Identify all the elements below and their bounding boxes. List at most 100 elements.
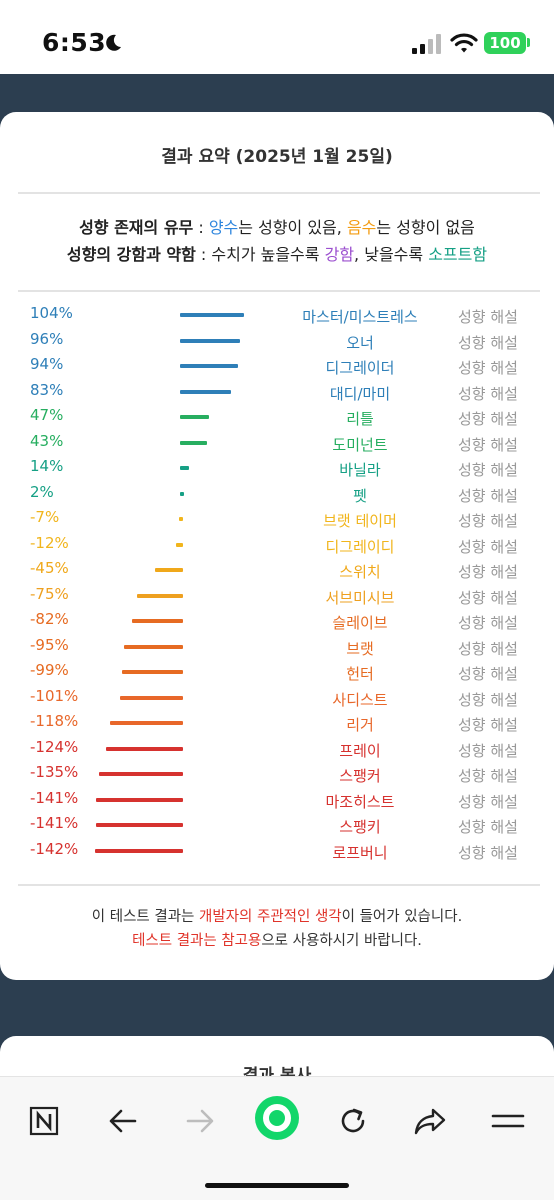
tendency-explanation-link[interactable]: 성향 해설 [458, 333, 518, 352]
tendency-bar [178, 517, 183, 521]
tendency-explanation-link[interactable]: 성향 해설 [458, 384, 518, 403]
tendency-type-link[interactable]: 슬레이브 [332, 614, 388, 632]
legend-presence-label: 성향 존재의 유무 [79, 218, 194, 237]
tendency-type-link[interactable]: 브랫 테이머 [323, 512, 397, 530]
tendency-explanation-link[interactable]: 성향 해설 [458, 537, 518, 556]
n-logo-icon[interactable] [22, 1099, 66, 1143]
tendency-row: -7% 브랫 테이머 성향 해설 [0, 506, 554, 532]
tendency-row: -141% 마조히스트 성향 해설 [0, 787, 554, 813]
tendency-type-link[interactable]: 리거 [346, 716, 374, 734]
tendency-bar [120, 695, 183, 700]
tendency-bar [95, 797, 183, 802]
tendency-type-link[interactable]: 오너 [346, 333, 374, 352]
tendency-explanation-link[interactable]: 성향 해설 [458, 843, 518, 862]
tendency-percent: -124% [30, 737, 79, 756]
legend-positive: 양수 [208, 218, 239, 237]
tendency-explanation-link[interactable]: 성향 해설 [458, 716, 518, 734]
battery-tip [527, 38, 530, 47]
legend-text: 는 성향이 있음, [238, 218, 347, 237]
tendency-bar [180, 338, 240, 343]
tendency-row: -118% 리거 성향 해설 [0, 710, 554, 736]
legend-soft: 소프트함 [428, 245, 488, 264]
note-text: 이 테스트 결과는 [91, 909, 200, 925]
tendency-explanation-link[interactable]: 성향 해설 [458, 639, 518, 658]
tendency-row: -95% 브랫 성향 해설 [0, 634, 554, 660]
legend-strength-label: 성향의 강함과 약함 [66, 245, 196, 264]
tendency-type-link[interactable]: 스팽키 [339, 818, 381, 836]
tendency-type-link[interactable]: 브랫 [346, 639, 374, 658]
tendency-row: -75% 서브미시브 성향 해설 [0, 583, 554, 609]
forward-arrow-icon[interactable] [178, 1099, 222, 1143]
tendency-type-link[interactable]: 펫 [353, 486, 367, 505]
tendency-explanation-link[interactable]: 성향 해설 [458, 410, 518, 428]
tendency-row: -82% 슬레이브 성향 해설 [0, 608, 554, 634]
tendency-explanation-link[interactable]: 성향 해설 [458, 665, 518, 683]
tendency-row: 104% 마스터/미스트레스 성향 해설 [0, 302, 554, 328]
tendency-type-link[interactable]: 마조히스트 [325, 792, 395, 811]
tendency-explanation-link[interactable]: 성향 해설 [458, 792, 518, 811]
tendency-explanation-link[interactable]: 성향 해설 [458, 588, 518, 607]
tendency-bar [175, 542, 183, 547]
tendency-explanation-link[interactable]: 성향 해설 [458, 359, 518, 377]
reload-icon[interactable] [331, 1099, 375, 1143]
tendency-explanation-link[interactable]: 성향 해설 [458, 818, 518, 836]
tendency-percent: -142% [30, 839, 79, 858]
tendency-bar [109, 721, 183, 725]
tendency-percent: 94% [30, 355, 64, 373]
menu-icon[interactable] [486, 1099, 530, 1143]
tendency-percent: -95% [30, 635, 69, 654]
tendency-explanation-link[interactable]: 성향 해설 [458, 563, 518, 581]
wifi-icon [450, 33, 478, 53]
legend-text: 는 성향이 없음 [376, 218, 475, 237]
tendency-explanation-link[interactable]: 성향 해설 [458, 435, 518, 454]
home-circle-icon[interactable] [252, 1093, 302, 1143]
tendency-bar [180, 364, 239, 368]
status-time: 6:53 [42, 28, 107, 57]
tendency-explanation-link[interactable]: 성향 해설 [458, 486, 518, 505]
tendency-type-link[interactable]: 대디/마미 [329, 384, 391, 403]
tendency-percent: 104% [30, 304, 73, 322]
battery-indicator: 100 [484, 32, 526, 54]
tendency-type-link[interactable]: 사디스트 [332, 690, 388, 709]
note-text: 이 들어가 있습니다. [341, 909, 463, 925]
tendency-type-link[interactable]: 로프버니 [332, 843, 388, 862]
tendency-type-link[interactable]: 마스터/미스트레스 [302, 308, 418, 326]
tendency-explanation-link[interactable]: 성향 해설 [458, 614, 518, 632]
back-arrow-icon[interactable] [101, 1099, 145, 1143]
tendency-row: -141% 스팽키 성향 해설 [0, 812, 554, 838]
tendency-explanation-link[interactable]: 성향 해설 [458, 741, 518, 760]
divider [18, 884, 540, 886]
tendency-explanation-link[interactable]: 성향 해설 [458, 308, 518, 326]
tendency-type-link[interactable]: 바닐라 [339, 461, 381, 479]
tendency-bar [180, 313, 245, 317]
share-icon[interactable] [408, 1099, 452, 1143]
copy-result-title[interactable]: 결과 복사 [242, 1066, 312, 1076]
tendency-row: 14% 바닐라 성향 해설 [0, 455, 554, 481]
card-title: 결과 요약 (2025년 1월 25일) [161, 147, 393, 167]
tendency-bar [180, 466, 189, 470]
result-summary-card [0, 112, 554, 980]
tendency-percent: -12% [30, 533, 69, 552]
legend-text: 수치가 높을수록 [211, 245, 325, 264]
tendency-explanation-link[interactable]: 성향 해설 [458, 767, 518, 785]
tendency-explanation-link[interactable]: 성향 해설 [458, 690, 518, 709]
tendency-bar [121, 670, 183, 674]
tendency-type-link[interactable]: 헌터 [346, 665, 374, 683]
tendency-type-link[interactable]: 디그레이디 [325, 537, 395, 556]
tendency-bar [99, 772, 183, 776]
legend-sep: : [193, 218, 209, 237]
tendency-explanation-link[interactable]: 성향 해설 [458, 512, 518, 530]
tendency-type-link[interactable]: 스위치 [339, 563, 381, 581]
tendency-row: 96% 오너 성향 해설 [0, 328, 554, 354]
tendency-type-link[interactable]: 리틀 [346, 410, 374, 428]
tendency-type-link[interactable]: 도미넌트 [332, 435, 388, 454]
tendency-type-link[interactable]: 디그레이더 [325, 359, 395, 377]
tendency-type-link[interactable]: 스팽커 [339, 767, 381, 785]
tendency-bar [95, 823, 183, 827]
tendency-bar [132, 619, 183, 623]
tendency-type-link[interactable]: 서브미시브 [325, 588, 395, 607]
tendency-explanation-link[interactable]: 성향 해설 [458, 461, 518, 479]
tendency-type-link[interactable]: 프레이 [339, 741, 381, 760]
tendency-percent: -141% [30, 788, 79, 807]
tendency-row: 2% 펫 성향 해설 [0, 481, 554, 507]
